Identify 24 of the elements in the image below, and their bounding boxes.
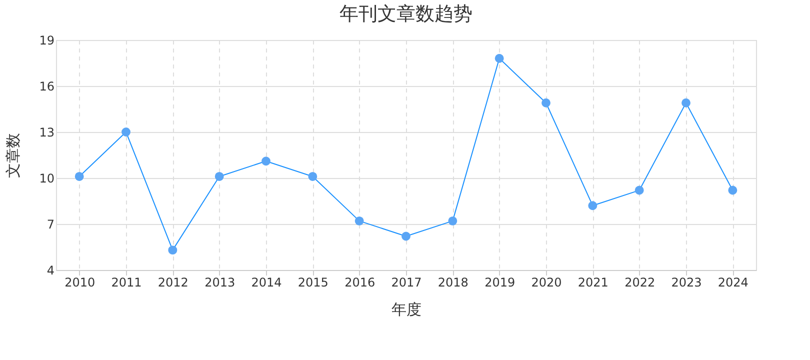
y-tick-label: 7 [46, 218, 54, 232]
x-tick-label: 2017 [391, 276, 422, 290]
chart-title: 年刊文章数趋势 [340, 3, 472, 25]
y-tick-label: 4 [46, 264, 54, 278]
x-tick-label: 2021 [578, 276, 608, 290]
y-tick-label: 13 [39, 126, 54, 140]
x-tick-label: 2013 [204, 276, 236, 290]
y-axis-title: 文章数 [4, 133, 22, 178]
x-tick-label: 2015 [298, 276, 328, 290]
x-tick-label: 2018 [438, 276, 468, 290]
x-tick-label: 2019 [484, 276, 516, 290]
x-tick-label: 2023 [671, 276, 702, 290]
x-axis-title: 年度 [392, 300, 422, 318]
x-tick-label: 2020 [531, 276, 562, 290]
y-tick-label: 10 [39, 172, 54, 186]
x-tick-label: 2016 [344, 276, 376, 290]
y-tick-label: 19 [39, 34, 54, 48]
y-tick-label: 16 [39, 80, 54, 94]
x-tick-label: 2024 [718, 276, 748, 290]
x-tick-label: 2022 [624, 276, 656, 290]
x-tick-label: 2014 [251, 276, 282, 290]
x-tick-label: 2012 [158, 276, 188, 290]
x-tick-label: 2010 [64, 276, 96, 290]
x-tick-label: 2011 [111, 276, 142, 290]
